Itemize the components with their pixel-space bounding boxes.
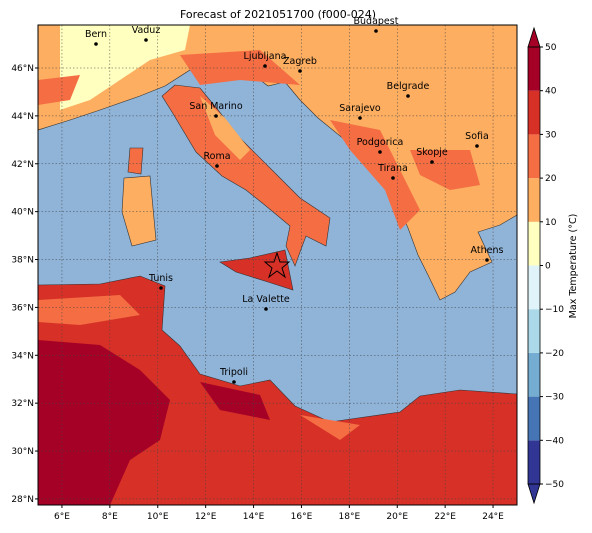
lon-tick-label: 14°E (243, 512, 265, 522)
colorbar-band (528, 134, 540, 179)
star-marker (263, 251, 291, 279)
city-dot (485, 258, 489, 262)
colorbar-band (528, 440, 540, 484)
corsica (127, 147, 144, 175)
colorbar-extend-bottom (527, 483, 541, 505)
lon-tick-label: 22°E (434, 512, 456, 522)
colorbar-tick-label: 0 (545, 262, 551, 272)
colorbar-band (528, 178, 540, 222)
city-dot (264, 307, 268, 311)
city-label: Belgrade (387, 81, 430, 92)
colorbar-band (528, 221, 540, 266)
colorbar-tick-label: 30 (545, 130, 557, 140)
lat-tick-label: 46°N (11, 64, 34, 74)
lat-tick-label: 32°N (11, 399, 34, 409)
city-dot (374, 29, 378, 33)
colorbar-band (528, 352, 540, 397)
city-dot (475, 144, 479, 148)
colorbar-band (528, 265, 540, 310)
map-frame (37, 24, 518, 506)
colorbar-band (528, 396, 540, 441)
city-dot (214, 114, 218, 118)
italy-coast-warm (200, 96, 250, 160)
city-dot (94, 42, 98, 46)
city-dot (430, 160, 434, 164)
lat-tick-label: 40°N (11, 208, 34, 218)
city-label: Roma (203, 151, 230, 162)
lon-tick-label: 16°E (291, 512, 313, 522)
lat-tick-label: 42°N (11, 160, 34, 170)
lon-tick-label: 12°E (195, 512, 217, 522)
city-label: San Marino (189, 101, 242, 112)
city-dot (144, 38, 148, 42)
city-label: Sarajevo (339, 103, 381, 114)
lat-tick-label: 34°N (11, 351, 34, 361)
graticule (38, 25, 517, 505)
city-label: Athens (471, 245, 504, 256)
city-dot (298, 69, 302, 73)
city-label: Ljubljana (244, 51, 287, 62)
city-label: Bern (85, 29, 107, 40)
colorbar-tick-label: 50 (545, 43, 557, 53)
colorbar-band (528, 47, 540, 91)
city-label: Tripoli (219, 367, 248, 378)
city-dot (263, 64, 267, 68)
city-dot (406, 94, 410, 98)
africa-warm-patch (38, 295, 360, 440)
lat-tick-label: 44°N (11, 112, 34, 122)
colorbar-tick-label: 20 (545, 174, 557, 184)
colorbar-tick-label: −10 (545, 305, 564, 315)
lat-tick-label: 36°N (11, 303, 34, 313)
city-label: Skopje (416, 147, 448, 158)
lat-tick-label: 28°N (11, 495, 34, 505)
colorbar-band (528, 90, 540, 135)
lat-tick-label: 30°N (11, 447, 34, 457)
africa-hot-area (38, 340, 270, 505)
lon-tick-label: 24°E (482, 512, 504, 522)
sardinia (121, 175, 157, 247)
city-label: Tunis (148, 273, 173, 284)
city-label: La Valette (242, 294, 290, 305)
colorbar-band (528, 309, 540, 353)
map-title: Forecast of 2021051700 (f000-024) (180, 8, 376, 21)
city-label: Podgorica (357, 137, 404, 148)
city-dot (215, 164, 219, 168)
lon-tick-label: 10°E (147, 512, 169, 522)
city-label: Tirana (377, 163, 408, 174)
city-label: Budapest (354, 16, 399, 27)
colorbar-extend-top (527, 26, 541, 48)
italy (161, 84, 331, 267)
lon-tick-label: 6°E (54, 512, 70, 522)
city-dot (159, 286, 163, 290)
colorbar-tick-label: −20 (545, 349, 564, 359)
colorbar-tick-label: −30 (545, 393, 564, 403)
city-dot (232, 380, 236, 384)
colorbar-tick-label: 40 (545, 87, 557, 97)
colorbar-tick-label: −40 (545, 436, 564, 446)
colorbar-label: Max Temperature (°C) (568, 214, 579, 319)
colorbar-tick-label: 10 (545, 218, 557, 228)
lon-tick-label: 8°E (102, 512, 118, 522)
lon-tick-label: 20°E (386, 512, 408, 522)
city-dot (358, 116, 362, 120)
city-label: Zagreb (283, 56, 317, 67)
city-dot (391, 176, 395, 180)
lon-tick-label: 18°E (339, 512, 361, 522)
lat-tick-label: 38°N (11, 256, 34, 266)
city-dot (378, 150, 382, 154)
city-label: Sofia (465, 131, 489, 142)
colorbar-tick-label: −50 (545, 480, 564, 490)
city-label: Vaduz (132, 25, 161, 36)
map-area (38, 25, 517, 505)
